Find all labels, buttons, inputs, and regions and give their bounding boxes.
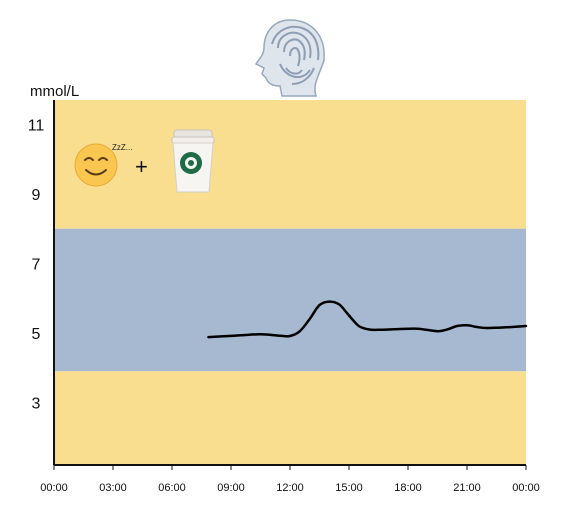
fingerprint-head-icon (254, 19, 325, 97)
x-tick-label: 18:00 (394, 482, 422, 494)
range-bands (54, 100, 526, 465)
x-tick-labels: 00:00 03:00 06:00 09:00 12:00 15:00 18:00 21:00… (40, 465, 540, 494)
plus-icon: + (135, 154, 148, 179)
x-tick-label: 09:00 (217, 482, 245, 494)
x-tick-label: 15:00 (335, 482, 363, 494)
x-tick-label: 06:00 (158, 482, 186, 494)
glucose-series-line-0 (207, 300, 528, 339)
y-tick-label: 9 (32, 187, 41, 204)
y-tick-labels: 3 5 7 9 11 (28, 117, 45, 412)
x-tick-label: 03:00 (99, 482, 127, 494)
y-axis-unit-label: mmol/L (30, 83, 79, 100)
band-high (54, 100, 526, 229)
coffee-cup-icon (171, 129, 215, 193)
x-tick-label: 21:00 (453, 482, 481, 494)
band-low (54, 371, 526, 465)
x-tick-label: 12:00 (276, 482, 304, 494)
sleep-zzz-text: ZzZ... (112, 143, 132, 152)
x-tick-label: 00:00 (40, 482, 68, 494)
x-tick-label: 00:00 (512, 482, 540, 494)
y-tick-label: 3 (32, 395, 41, 412)
y-tick-label: 5 (32, 326, 41, 343)
y-tick-label: 7 (32, 256, 41, 273)
y-tick-label: 11 (28, 117, 45, 134)
sleeping-smiley-icon (74, 143, 118, 187)
band-target (54, 228, 526, 372)
glucose-line-layer (207, 300, 528, 339)
